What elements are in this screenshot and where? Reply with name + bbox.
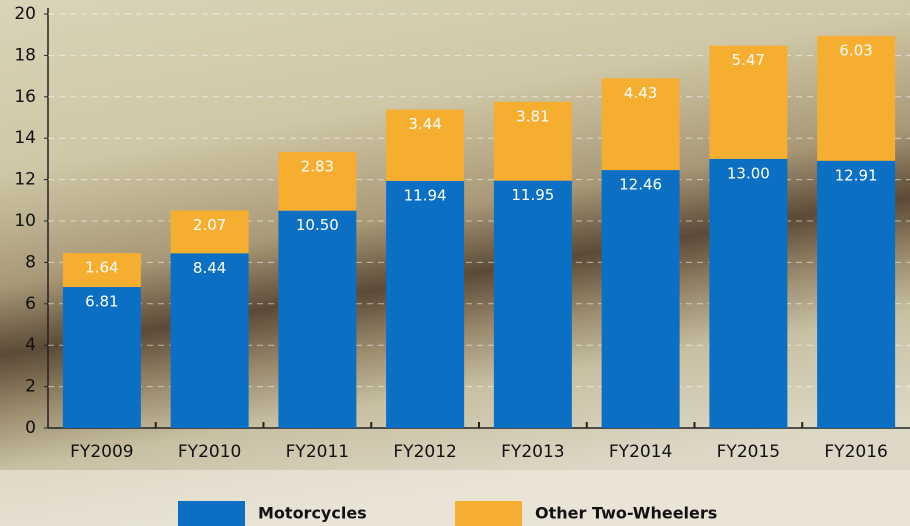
x-tick-label: FY2013 <box>501 442 564 462</box>
y-tick-label: 6 <box>25 294 36 314</box>
value-label: 2.07 <box>193 216 226 234</box>
value-label: 12.46 <box>619 176 662 194</box>
value-label: 4.43 <box>624 84 657 102</box>
value-label: 6.03 <box>839 41 872 59</box>
y-tick-label: 4 <box>25 335 36 355</box>
x-tick-label: FY2011 <box>286 442 349 462</box>
y-tick-label: 20 <box>14 4 36 24</box>
value-label: 11.94 <box>404 186 447 204</box>
bar-segment <box>494 181 572 428</box>
y-tick-label: 18 <box>14 45 36 65</box>
y-tick-label: 16 <box>14 87 36 107</box>
bar-segment <box>386 181 464 428</box>
bar-segment <box>709 159 787 428</box>
value-label: 6.81 <box>85 293 118 311</box>
legend-label: Motorcycles <box>258 504 367 523</box>
legend-label: Other Two-Wheelers <box>535 504 717 523</box>
x-tick-label: FY2010 <box>178 442 241 462</box>
x-tick-label: FY2009 <box>70 442 133 462</box>
chart: 0 2 4 6 8 10 12 14 16 18 20 6.81 1.64 FY2009 8.44 2.07 F… <box>0 0 910 526</box>
value-label: 10.50 <box>296 216 339 234</box>
bar-segment <box>171 253 249 428</box>
legend-swatch <box>455 501 522 526</box>
y-tick-label: 14 <box>14 128 36 148</box>
y-tick-label: 10 <box>14 211 36 231</box>
bar-segment <box>817 161 895 428</box>
value-label: 5.47 <box>732 51 765 69</box>
x-tick-label: FY2012 <box>393 442 456 462</box>
value-label: 3.81 <box>516 107 549 125</box>
value-label: 11.95 <box>511 186 554 204</box>
y-tick-label: 8 <box>25 252 36 272</box>
value-label: 3.44 <box>408 115 441 133</box>
bar-segment <box>602 170 680 428</box>
value-label: 12.91 <box>835 166 878 184</box>
x-tick-label: FY2014 <box>609 442 672 462</box>
y-tick-label: 12 <box>14 170 36 190</box>
value-label: 1.64 <box>85 259 118 277</box>
y-tick-label: 2 <box>25 377 36 397</box>
x-tick-label: FY2016 <box>824 442 887 462</box>
x-tick-label: FY2015 <box>717 442 780 462</box>
y-tick-label: 0 <box>25 418 36 438</box>
legend-swatch <box>178 501 245 526</box>
value-label: 8.44 <box>193 259 226 277</box>
bar-segment <box>278 211 356 428</box>
value-label: 13.00 <box>727 164 770 182</box>
value-label: 2.83 <box>301 158 334 176</box>
